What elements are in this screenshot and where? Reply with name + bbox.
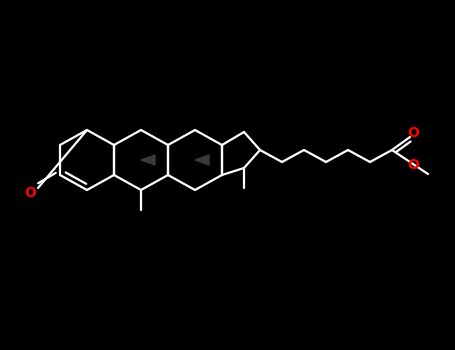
Text: O: O xyxy=(407,158,419,172)
Text: O: O xyxy=(407,126,419,140)
Polygon shape xyxy=(195,155,209,165)
Text: O: O xyxy=(24,186,36,200)
Polygon shape xyxy=(141,155,155,165)
